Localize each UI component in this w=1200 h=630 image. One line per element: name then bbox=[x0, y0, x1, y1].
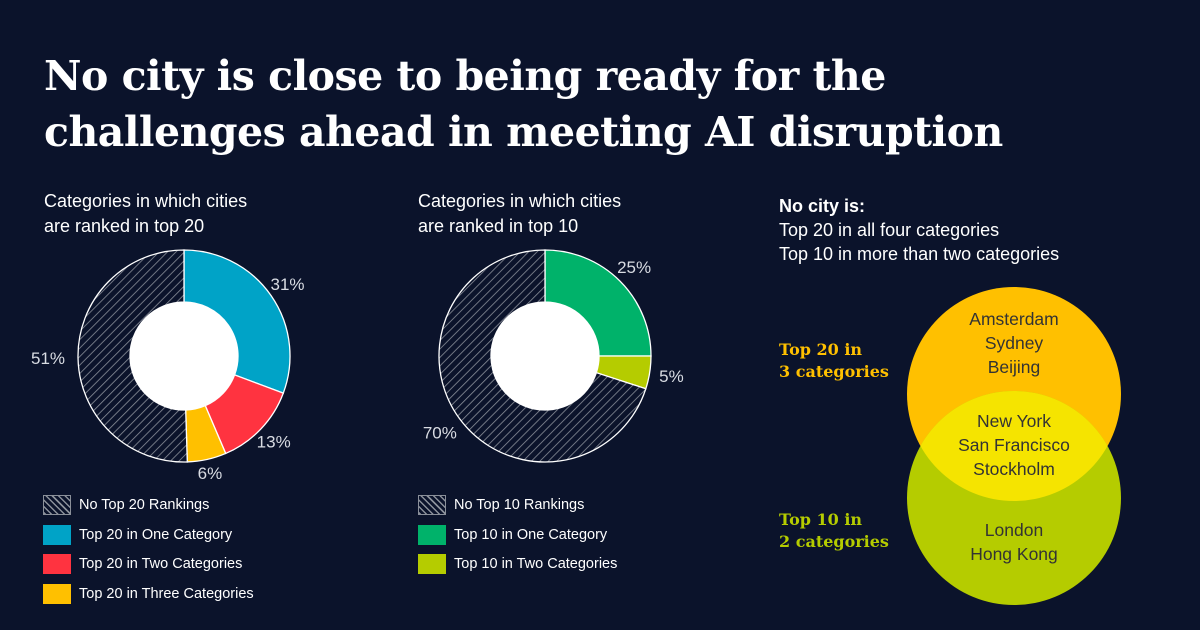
legend-label-top-20-in-three-categories: Top 20 in Three Categories bbox=[79, 585, 254, 602]
note-line-2: Top 10 in more than two categories bbox=[779, 244, 1060, 264]
chart-2-title-line-2: are ranked in top 10 bbox=[418, 216, 579, 236]
donut-label-no-top-20-rankings: 51% bbox=[31, 349, 65, 368]
venn-city-new-york: New York bbox=[977, 411, 1051, 431]
legend-swatch-top-10-in-two-categories bbox=[418, 554, 446, 575]
venn-city-amsterdam: Amsterdam bbox=[969, 309, 1059, 329]
venn-top10-cities: London Hong Kong bbox=[904, 518, 1124, 566]
legend-label-top-20-in-two-categories: Top 20 in Two Categories bbox=[79, 556, 243, 573]
venn-overlap-region bbox=[907, 391, 1121, 501]
venn-city-london: London bbox=[984, 520, 1044, 540]
donut-label-top-20-in-one-category: 31% bbox=[271, 275, 305, 294]
note-lead: No city is: bbox=[779, 196, 866, 216]
donut-hole bbox=[491, 302, 599, 410]
venn-top10-label-line-1: Top 10 in bbox=[779, 510, 863, 529]
legend-swatch-no-top-10-rankings bbox=[418, 495, 446, 515]
top10-legend: No Top 10 Rankings Top 10 in One Category… bbox=[418, 494, 617, 583]
headline: No city is close to being ready for the … bbox=[44, 48, 1164, 160]
venn-city-sydney: Sydney bbox=[984, 333, 1044, 353]
legend-label-no-top-20-rankings: No Top 20 Rankings bbox=[79, 497, 210, 513]
legend-label-top-10-in-one-category: Top 10 in One Category bbox=[454, 526, 608, 543]
venn-city-stockholm: Stockholm bbox=[973, 459, 1055, 479]
venn-city-hong-kong: Hong Kong bbox=[970, 544, 1058, 564]
donut-label-top-10-in-two-categories: 5% bbox=[659, 367, 684, 386]
legend-item-no-top-20-rankings: No Top 20 Rankings bbox=[43, 494, 254, 516]
headline-line-2: challenges ahead in meeting AI disruptio… bbox=[44, 108, 1003, 156]
venn-city-beijing: Beijing bbox=[987, 357, 1041, 377]
legend-swatch-top-20-in-one-category bbox=[43, 524, 71, 545]
legend-item-top-20-in-three-categories: Top 20 in Three Categories bbox=[43, 583, 254, 605]
donut-label-top-10-in-one-category: 25% bbox=[617, 258, 651, 277]
legend-swatch-top-20-in-three-categories bbox=[43, 583, 71, 604]
donut-label-no-top-10-rankings: 70% bbox=[423, 423, 457, 442]
legend-label-top-10-in-two-categories: Top 10 in Two Categories bbox=[454, 556, 618, 573]
note-line-1: Top 20 in all four categories bbox=[779, 220, 1000, 240]
headline-line-1: No city is close to being ready for the bbox=[44, 52, 886, 100]
donut-slice-top-20-in-one-category bbox=[183, 249, 291, 394]
legend-swatch-top-20-in-two-categories bbox=[43, 554, 71, 575]
legend-item-top-20-in-two-categories: Top 20 in Two Categories bbox=[43, 553, 254, 575]
chart-2-title: Categories in which cities are ranked in… bbox=[418, 189, 621, 239]
legend-item-top-10-in-two-categories: Top 10 in Two Categories bbox=[418, 553, 617, 575]
donut-label-top-20-in-two-categories: 13% bbox=[257, 433, 291, 452]
chart-1-title-line-1: Categories in which cities bbox=[44, 191, 248, 211]
top20-legend: No Top 20 Rankings Top 20 in One Category… bbox=[43, 494, 254, 612]
top10-donut-chart: 25% 5% 70% bbox=[423, 249, 684, 463]
legend-swatch-no-top-20-rankings bbox=[43, 495, 71, 515]
venn-top10-label: Top 10 in 2 categories bbox=[779, 509, 889, 553]
legend-item-top-10-in-one-category: Top 10 in One Category bbox=[418, 524, 617, 546]
donut-hole bbox=[130, 302, 238, 410]
venn-top20-cities: Amsterdam Sydney Beijing bbox=[904, 307, 1124, 379]
legend-label-no-top-10-rankings: No Top 10 Rankings bbox=[454, 497, 585, 513]
no-city-note: No city is: Top 20 in all four categorie… bbox=[779, 194, 1059, 266]
top20-donut-chart: 31% 13% 6% 51% bbox=[31, 249, 305, 483]
legend-swatch-top-10-in-one-category bbox=[418, 524, 446, 545]
venn-city-san-francisco: San Francisco bbox=[958, 435, 1070, 455]
venn-top20-label: Top 20 in 3 categories bbox=[779, 339, 889, 383]
legend-label-top-20-in-one-category: Top 20 in One Category bbox=[79, 526, 233, 543]
chart-1-title-line-2: are ranked in top 20 bbox=[44, 216, 205, 236]
venn-diagram bbox=[907, 287, 1121, 605]
chart-1-title: Categories in which cities are ranked in… bbox=[44, 189, 247, 239]
legend-item-top-20-in-one-category: Top 20 in One Category bbox=[43, 524, 254, 546]
venn-top20-label-line-1: Top 20 in bbox=[779, 340, 863, 359]
donut-label-top-20-in-three-categories: 6% bbox=[198, 464, 223, 483]
venn-overlap-cities: New York San Francisco Stockholm bbox=[904, 409, 1124, 481]
venn-top20-label-line-2: 3 categories bbox=[779, 362, 889, 381]
venn-top10-label-line-2: 2 categories bbox=[779, 532, 889, 551]
legend-item-no-top-10-rankings: No Top 10 Rankings bbox=[418, 494, 617, 516]
chart-2-title-line-1: Categories in which cities bbox=[418, 191, 622, 211]
